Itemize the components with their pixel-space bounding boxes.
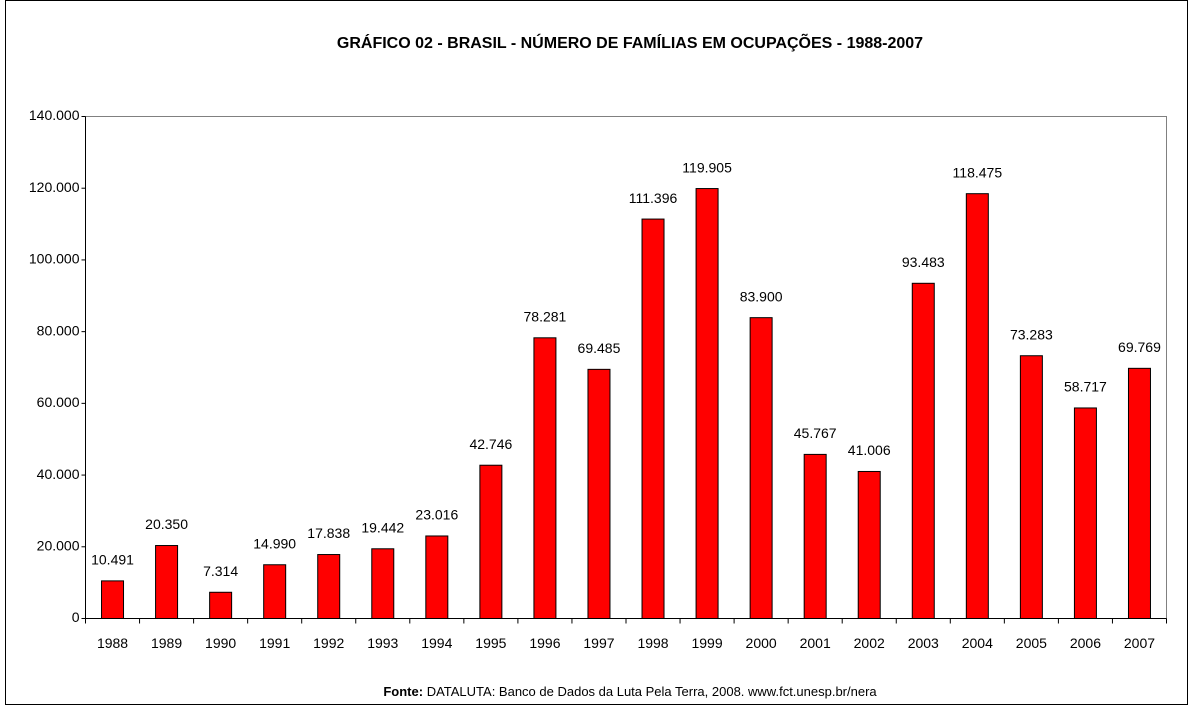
data-label: 17.838 xyxy=(307,525,350,541)
x-tick-label: 1997 xyxy=(583,635,614,651)
bar xyxy=(749,317,773,619)
x-tick-label: 1996 xyxy=(529,635,560,651)
x-tick-label: 2003 xyxy=(908,635,939,651)
data-label: 20.350 xyxy=(145,516,188,532)
x-tick-label: 2007 xyxy=(1124,635,1155,651)
x-tick-label: 2005 xyxy=(1016,635,1047,651)
data-label: 19.442 xyxy=(361,519,404,535)
data-label: 111.396 xyxy=(629,190,678,206)
x-tick-label: 1995 xyxy=(475,635,506,651)
x-tick-label: 1993 xyxy=(367,635,398,651)
x-tick-label: 2000 xyxy=(746,635,777,651)
bar xyxy=(479,464,503,620)
data-label: 93.483 xyxy=(902,254,945,270)
x-tick-label: 1992 xyxy=(313,635,344,651)
bar xyxy=(533,337,557,619)
bar xyxy=(1127,367,1151,620)
source: Fonte: DATALUTA: Banco de Dados da Luta … xyxy=(383,684,877,699)
data-label: 7.314 xyxy=(203,563,238,579)
data-label: 73.283 xyxy=(1010,326,1053,342)
x-tick-label: 1994 xyxy=(421,635,452,651)
x-tick-label: 1991 xyxy=(259,635,290,651)
bar xyxy=(155,545,179,619)
data-label: 41.006 xyxy=(848,442,891,458)
source-text: DATALUTA: Banco de Dados da Luta Pela Te… xyxy=(423,684,877,699)
bar xyxy=(209,591,233,620)
source-label: Fonte: xyxy=(383,684,423,699)
bar xyxy=(911,282,935,619)
data-label: 69.485 xyxy=(578,340,621,356)
data-label: 58.717 xyxy=(1064,379,1107,395)
data-label: 118.475 xyxy=(953,164,1003,180)
bar xyxy=(317,554,341,619)
data-label: 14.990 xyxy=(253,535,296,551)
bar xyxy=(857,470,881,619)
x-tick-label: 1989 xyxy=(151,635,182,651)
x-tick-label: 2001 xyxy=(800,635,831,651)
y-tick-label: 80.000 xyxy=(37,322,80,338)
data-label: 10.491 xyxy=(91,552,134,568)
bar xyxy=(587,368,611,619)
data-label: 23.016 xyxy=(415,507,458,523)
bar xyxy=(101,580,125,619)
x-tick-label: 1998 xyxy=(637,635,668,651)
y-tick-label: 120.000 xyxy=(29,179,80,195)
bar xyxy=(803,453,827,619)
y-tick-label: 0 xyxy=(72,609,80,625)
bar xyxy=(641,218,665,619)
data-label: 119.905 xyxy=(682,159,732,175)
data-label: 78.281 xyxy=(524,309,567,325)
bar xyxy=(695,188,719,619)
bar xyxy=(371,548,395,620)
x-tick-label: 1999 xyxy=(691,635,722,651)
x-tick-label: 2004 xyxy=(962,635,993,651)
data-label: 45.767 xyxy=(794,425,837,441)
bar xyxy=(1019,355,1043,619)
y-tick-label: 100.000 xyxy=(29,251,80,267)
y-tick-label: 60.000 xyxy=(37,394,80,410)
bar xyxy=(425,535,449,619)
chart-title: GRÁFICO 02 - BRASIL - NÚMERO DE FAMÍLIAS… xyxy=(337,32,923,52)
bar xyxy=(1073,407,1097,619)
x-tick-label: 1990 xyxy=(205,635,236,651)
data-label: 83.900 xyxy=(740,288,783,304)
bar xyxy=(263,564,287,619)
bar xyxy=(965,193,989,619)
x-tick-label: 2006 xyxy=(1070,635,1101,651)
y-tick-label: 140.000 xyxy=(29,107,80,123)
y-tick-label: 20.000 xyxy=(37,537,80,553)
data-label: 42.746 xyxy=(469,436,512,452)
data-label: 69.769 xyxy=(1118,339,1161,355)
x-tick-label: 2002 xyxy=(854,635,885,651)
y-tick-label: 40.000 xyxy=(37,466,80,482)
x-tick-label: 1988 xyxy=(97,635,128,651)
